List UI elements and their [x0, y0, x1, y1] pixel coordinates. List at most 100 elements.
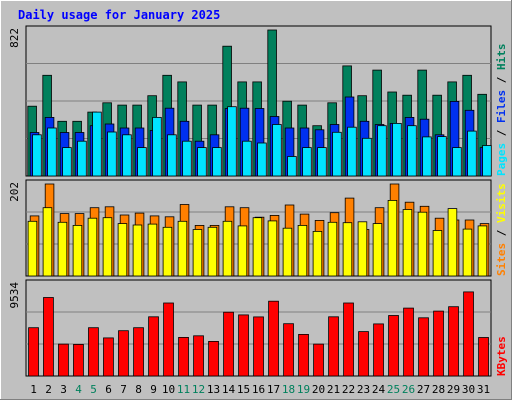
x-tick-label: 3 [60, 383, 67, 396]
bar-pages-day-24 [377, 125, 387, 177]
bar-sites-day-9 [147, 223, 158, 277]
bar-pages-day-20 [317, 147, 327, 177]
bar-sites-day-4 [72, 224, 83, 277]
panel-series-label: KBytes [495, 336, 508, 376]
bar-kbytes-day-28 [433, 310, 444, 377]
x-tick-label: 14 [222, 383, 236, 396]
bar-kbytes-day-19 [298, 333, 309, 377]
bar-kbytes-day-2 [43, 297, 54, 377]
bar-pages-day-6 [107, 131, 117, 177]
bar-sites-day-8 [132, 224, 143, 277]
bar-pages-day-26 [407, 125, 417, 177]
legend-entry: Sites [495, 243, 508, 276]
bar-sites-day-27 [417, 211, 428, 277]
bar-kbytes-day-3 [58, 343, 69, 377]
bar-kbytes-day-5 [88, 327, 99, 377]
bar-sites-day-24 [372, 223, 383, 277]
bar-pages-day-14 [227, 106, 237, 177]
legend-entry: / [495, 223, 508, 243]
bar-pages-day-3 [62, 147, 72, 177]
legend-entry: Pages [495, 143, 508, 176]
bar-sites-day-5 [87, 217, 98, 277]
bar-kbytes-day-20 [313, 343, 324, 377]
x-tick-label: 31 [477, 383, 490, 396]
bar-pages-day-28 [437, 136, 447, 177]
bar-kbytes-day-25 [388, 315, 399, 377]
bar-kbytes-day-22 [343, 302, 354, 377]
bar-sites-day-18 [282, 227, 293, 277]
x-tick-label: 4 [75, 383, 82, 396]
bar-sites-day-7 [117, 223, 128, 277]
x-tick-label: 21 [327, 383, 340, 396]
bar-kbytes-day-31 [478, 337, 489, 377]
legend-entry: Hits [495, 44, 508, 71]
bar-sites-day-23 [357, 221, 368, 277]
bar-pages-day-18 [287, 156, 297, 177]
bar-kbytes-day-9 [148, 316, 159, 377]
series-sites [27, 199, 488, 277]
bar-sites-day-19 [297, 224, 308, 277]
bar-sites-day-26 [402, 209, 413, 277]
chart-title: Daily usage for January 2025 [18, 8, 220, 22]
bar-kbytes-day-26 [403, 307, 414, 377]
bar-kbytes-day-29 [448, 306, 459, 377]
bar-sites-day-6 [102, 217, 113, 277]
bar-sites-day-16 [252, 217, 263, 277]
panel-series-label: Pages / Files / Hits [495, 44, 508, 177]
bar-kbytes-day-7 [118, 330, 129, 377]
x-tick-label: 13 [207, 383, 220, 396]
legend-entry: / [495, 123, 508, 143]
bar-pages-day-17 [272, 124, 282, 177]
bar-pages-day-23 [362, 137, 372, 177]
x-tick-label: 7 [120, 383, 127, 396]
x-tick-label: 8 [135, 383, 142, 396]
bar-pages-day-8 [137, 147, 147, 177]
bar-pages-day-30 [467, 130, 477, 177]
x-tick-label: 18 [282, 383, 295, 396]
panel-max-label: 202 [8, 182, 21, 202]
x-tick-labels: 1 2 3 4 5 6 7 8 9 10 11 12 13 14 15 16 17 18 19 20 21 22 23 24 2… [30, 383, 490, 396]
bar-kbytes-day-14 [223, 311, 234, 377]
bar-sites-day-14 [222, 220, 233, 277]
panel-max-label: 9534 [8, 282, 21, 309]
bar-sites-day-3 [57, 221, 68, 277]
bar-sites-day-10 [162, 226, 173, 277]
bar-sites-day-12 [192, 229, 203, 277]
bar-sites-day-28 [432, 230, 443, 277]
panel-kbytes: 9534 KBytes [8, 279, 508, 377]
bar-kbytes-day-18 [283, 323, 294, 377]
bar-pages-day-1 [32, 134, 42, 177]
bar-kbytes-day-8 [133, 327, 144, 377]
bar-pages-day-9 [152, 117, 162, 177]
bar-sites-day-21 [327, 221, 338, 277]
panel-max-label: 822 [8, 28, 21, 48]
bar-sites-day-13 [207, 226, 218, 277]
bar-kbytes-day-17 [268, 300, 279, 377]
x-tick-label: 10 [162, 383, 175, 396]
chart-panels: 822 Pages / Files / Hits 202 Sites / Visits… [8, 25, 508, 377]
x-tick-label: 29 [447, 383, 460, 396]
bar-kbytes-day-16 [253, 316, 264, 377]
x-tick-label: 2 [45, 383, 52, 396]
bar-kbytes-day-15 [238, 314, 249, 377]
bar-pages-day-11 [182, 140, 192, 177]
bar-pages-day-7 [122, 134, 132, 177]
bar-kbytes-day-1 [28, 327, 39, 377]
panel-series-label: Sites / Visits [495, 183, 508, 276]
bar-kbytes-day-23 [358, 331, 369, 377]
x-tick-label: 6 [105, 383, 112, 396]
x-tick-label: 28 [432, 383, 445, 396]
x-tick-label: 23 [357, 383, 370, 396]
legend-entry: Files [495, 90, 508, 123]
x-tick-label: 15 [237, 383, 250, 396]
x-tick-label: 12 [192, 383, 205, 396]
x-tick-label: 19 [297, 383, 310, 396]
bar-kbytes-day-10 [163, 302, 174, 377]
bar-sites-day-11 [177, 220, 188, 277]
bar-pages-day-16 [257, 142, 267, 177]
bar-sites-day-17 [267, 220, 278, 277]
legend-entry: Visits [495, 183, 508, 223]
bar-kbytes-day-30 [463, 291, 474, 377]
bar-kbytes-day-21 [328, 316, 339, 377]
